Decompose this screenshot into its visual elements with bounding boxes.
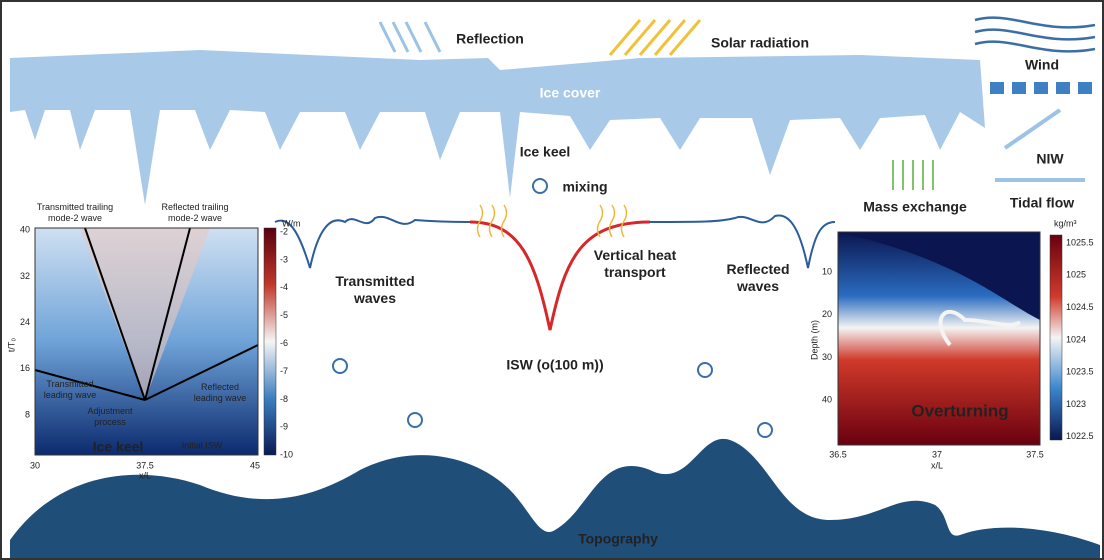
reflection-label: Reflection	[456, 31, 524, 47]
left-colorbar	[264, 228, 276, 455]
mass-exchange-arrows	[893, 160, 933, 190]
x-axis-label: x/L	[931, 460, 943, 470]
colorbar-tick-label: 1022.5	[1066, 431, 1094, 441]
colorbar-tick-label: -10	[280, 450, 293, 460]
y-tick-label: 8	[25, 409, 30, 419]
y-tick-label: 40	[822, 394, 832, 404]
colorbar-tick-label: -2	[280, 226, 288, 236]
colorbar-tick-label: -4	[280, 282, 288, 292]
figure: Reflection Solar radiation Wind Ice cover Ic…	[0, 0, 1104, 560]
colorbar-tick-label: -5	[280, 310, 288, 320]
x-tick-label: 37.5	[1026, 449, 1044, 459]
inset-annotation: Initial ISW	[182, 440, 223, 450]
niw-label: NIW	[1036, 151, 1064, 167]
y-tick-label: 24	[20, 317, 30, 327]
y-tick-label: 40	[20, 225, 30, 235]
colorbar-tick-label: 1024	[1066, 334, 1086, 344]
interface-wave	[275, 217, 470, 268]
heat-transport-label-line: Vertical heat	[594, 247, 677, 263]
colorbar-tick-label: 1025.5	[1066, 237, 1094, 247]
y-tick-label: 30	[822, 352, 832, 362]
colorbar-tick-label: 1024.5	[1066, 302, 1094, 312]
y-tick-label: 20	[822, 309, 832, 319]
x-tick-label: 37.5	[136, 460, 154, 470]
ice-cover	[10, 50, 985, 205]
inset-annotation-line: process	[94, 417, 126, 427]
y-tick-label: 16	[20, 363, 30, 373]
heat-squiggles	[478, 205, 627, 237]
wind-dashes	[990, 82, 1092, 94]
reflected-waves-label-line: Reflected	[726, 261, 789, 277]
mass-exchange-label: Mass exchange	[863, 199, 967, 215]
reflection-arrows	[380, 22, 440, 52]
inset-annotation-line: Transmitted	[46, 379, 93, 389]
x-tick-label: 36.5	[829, 449, 847, 459]
ice-cover-label: Ice cover	[540, 85, 601, 101]
reflected-waves-label-line: waves	[736, 278, 779, 294]
mixing-label: mixing	[562, 179, 607, 195]
colorbar-tick-label: 1023.5	[1066, 367, 1094, 377]
right-colorbar	[1050, 235, 1062, 440]
colorbar-tick-label: -8	[280, 394, 288, 404]
solar-arrows	[610, 20, 700, 55]
inset-annotation-line: mode-2 wave	[168, 213, 222, 223]
heat-transport-label-line: transport	[604, 264, 666, 280]
x-tick-label: 37	[932, 449, 942, 459]
x-axis-label: x/L	[139, 470, 151, 480]
niw-arrow	[1005, 110, 1060, 148]
tidal-flow-label: Tidal flow	[1010, 195, 1074, 211]
x-tick-label: 30	[30, 460, 40, 470]
ice-keel-label: Ice keel	[520, 144, 571, 160]
transmitted-waves-label-line: Transmitted	[335, 273, 414, 289]
y-axis-label: t/T₀	[6, 338, 16, 352]
y-axis-label: Depth (m)	[809, 320, 819, 360]
solar-label: Solar radiation	[711, 35, 809, 51]
eddies	[333, 179, 772, 437]
colorbar-tick-label: 1023	[1066, 399, 1086, 409]
inset-annotation-line: mode-2 wave	[48, 213, 102, 223]
inset-annotation-line: Reflected trailing	[161, 202, 228, 212]
inset-annotation-line: leading wave	[44, 390, 97, 400]
wind-arrows	[975, 18, 1095, 52]
inset-annotation-line: Transmitted trailing	[37, 202, 113, 212]
x-tick-label: 45	[250, 460, 260, 470]
colorbar-unit: kg/m³	[1054, 218, 1077, 228]
transmitted-waves-label-line: waves	[353, 290, 396, 306]
colorbar-tick-label: -3	[280, 254, 288, 264]
isw-label: ISW (o(100 m))	[506, 357, 603, 373]
colorbar-tick-label: 1025	[1066, 270, 1086, 280]
colorbar-tick-label: -7	[280, 366, 288, 376]
topography-label: Topography	[578, 531, 658, 547]
colorbar-tick-label: -9	[280, 422, 288, 432]
inset-annotation-line: Adjustment	[87, 406, 133, 416]
wind-label: Wind	[1025, 57, 1059, 73]
overturning-label: Overturning	[911, 401, 1008, 420]
inset-annotation-line: leading wave	[194, 393, 247, 403]
inset-annotation-line: Reflected	[201, 382, 239, 392]
y-tick-label: 32	[20, 271, 30, 281]
inset-annotation: Ice keel	[93, 439, 144, 455]
y-tick-label: 10	[822, 266, 832, 276]
colorbar-tick-label: -6	[280, 338, 288, 348]
